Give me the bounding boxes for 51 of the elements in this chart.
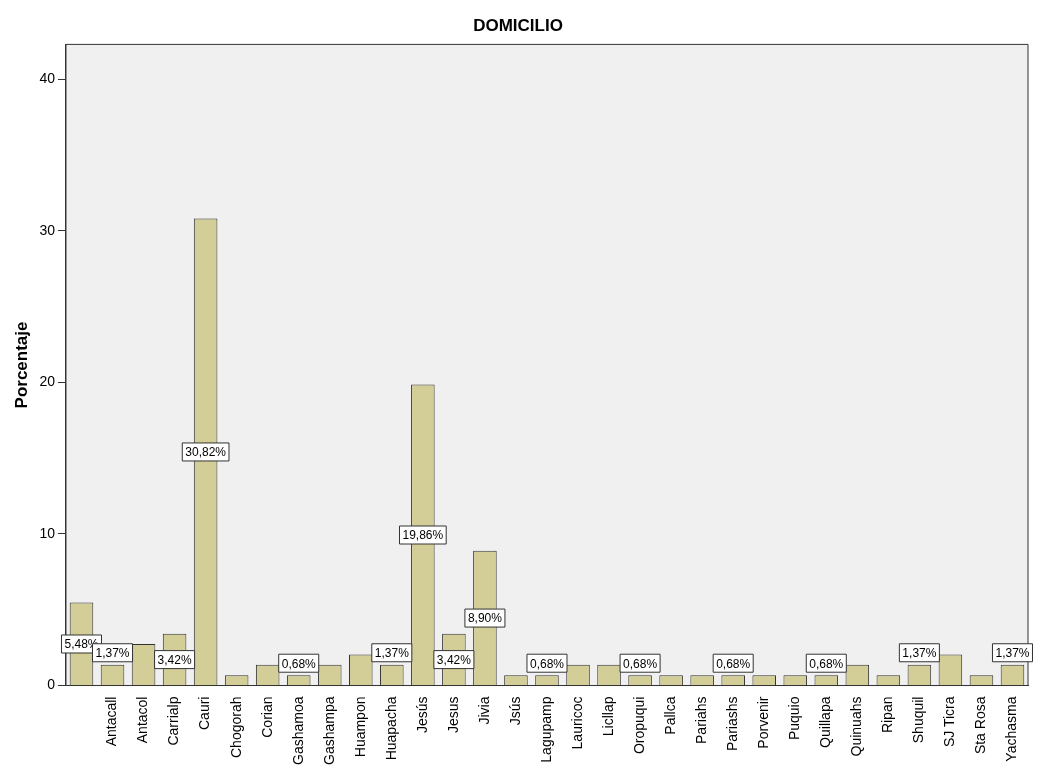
y-tick-label: 40 (39, 70, 56, 87)
x-tick-label: Huapacha (382, 696, 399, 761)
x-tick-label: SJ Ticra (941, 696, 958, 748)
x-tick-label: Gashampa (320, 696, 337, 765)
x-tick-label: Jivia (475, 696, 492, 725)
chart-title: DOMICILIO (473, 15, 563, 35)
y-tick-label: 30 (39, 221, 56, 238)
x-tick-label: Jsús (506, 696, 523, 726)
x-tick-label: Pallca (661, 696, 678, 735)
x-tick-label: Pariashs (724, 696, 741, 751)
x-tick-label: Gashamoa (289, 696, 306, 765)
x-tick-label: Quinuahs (848, 696, 865, 757)
x-tick-label: Carrialp (165, 696, 182, 746)
x-tick-label: Yachasma (1003, 696, 1020, 762)
x-tick-label: Porvenir (755, 696, 772, 749)
data-label: 1,37% (374, 646, 410, 661)
x-tick-label: Jesús (413, 696, 430, 734)
data-label: 1,37% (902, 646, 937, 661)
x-tick-label: Shuquil (910, 696, 927, 744)
data-label: 0,68% (716, 656, 751, 671)
x-tick-label: Corian (258, 696, 275, 738)
x-tick-label: Lagupamp (537, 696, 554, 763)
x-tick-label: Puquio (786, 696, 803, 741)
y-tick-label: 0 (47, 676, 56, 693)
x-tick-label: Cauri (196, 696, 213, 730)
x-tick-label: Jesus (444, 696, 461, 734)
x-tick-label: Antacol (134, 696, 151, 744)
x-tick-label: Licllap (599, 696, 616, 737)
x-tick-label: Huampon (351, 696, 368, 758)
y-axis-title: Porcentaje (11, 321, 31, 409)
x-tick-label: Antacall (103, 696, 120, 747)
x-tick-label: Quillapa (817, 696, 834, 748)
data-label: 1,37% (995, 646, 1030, 661)
data-label: 0,68% (809, 656, 844, 671)
data-label: 3,42% (436, 652, 472, 667)
data-label: 3,42% (157, 652, 192, 667)
data-label: 0,68% (623, 656, 658, 671)
data-label: 8,90% (467, 611, 503, 626)
x-tick-label: Chogorah (227, 696, 244, 759)
data-label: 1,37% (95, 646, 130, 661)
data-label: 30,82% (185, 445, 227, 460)
x-tick-label: Lauricoc (568, 696, 585, 750)
data-label: 0,68% (529, 656, 565, 671)
y-tick-label: 10 (39, 524, 56, 541)
x-tick-label: Sta Rosa (972, 696, 989, 755)
x-tick-label: Ripan (879, 696, 896, 734)
x-tick-label: Pariahs (693, 696, 710, 744)
data-label: 0,68% (281, 656, 317, 671)
y-tick-label: 20 (39, 373, 56, 390)
x-tick-label: Oropuqui (630, 696, 647, 755)
data-label: 19,86% (402, 528, 444, 543)
